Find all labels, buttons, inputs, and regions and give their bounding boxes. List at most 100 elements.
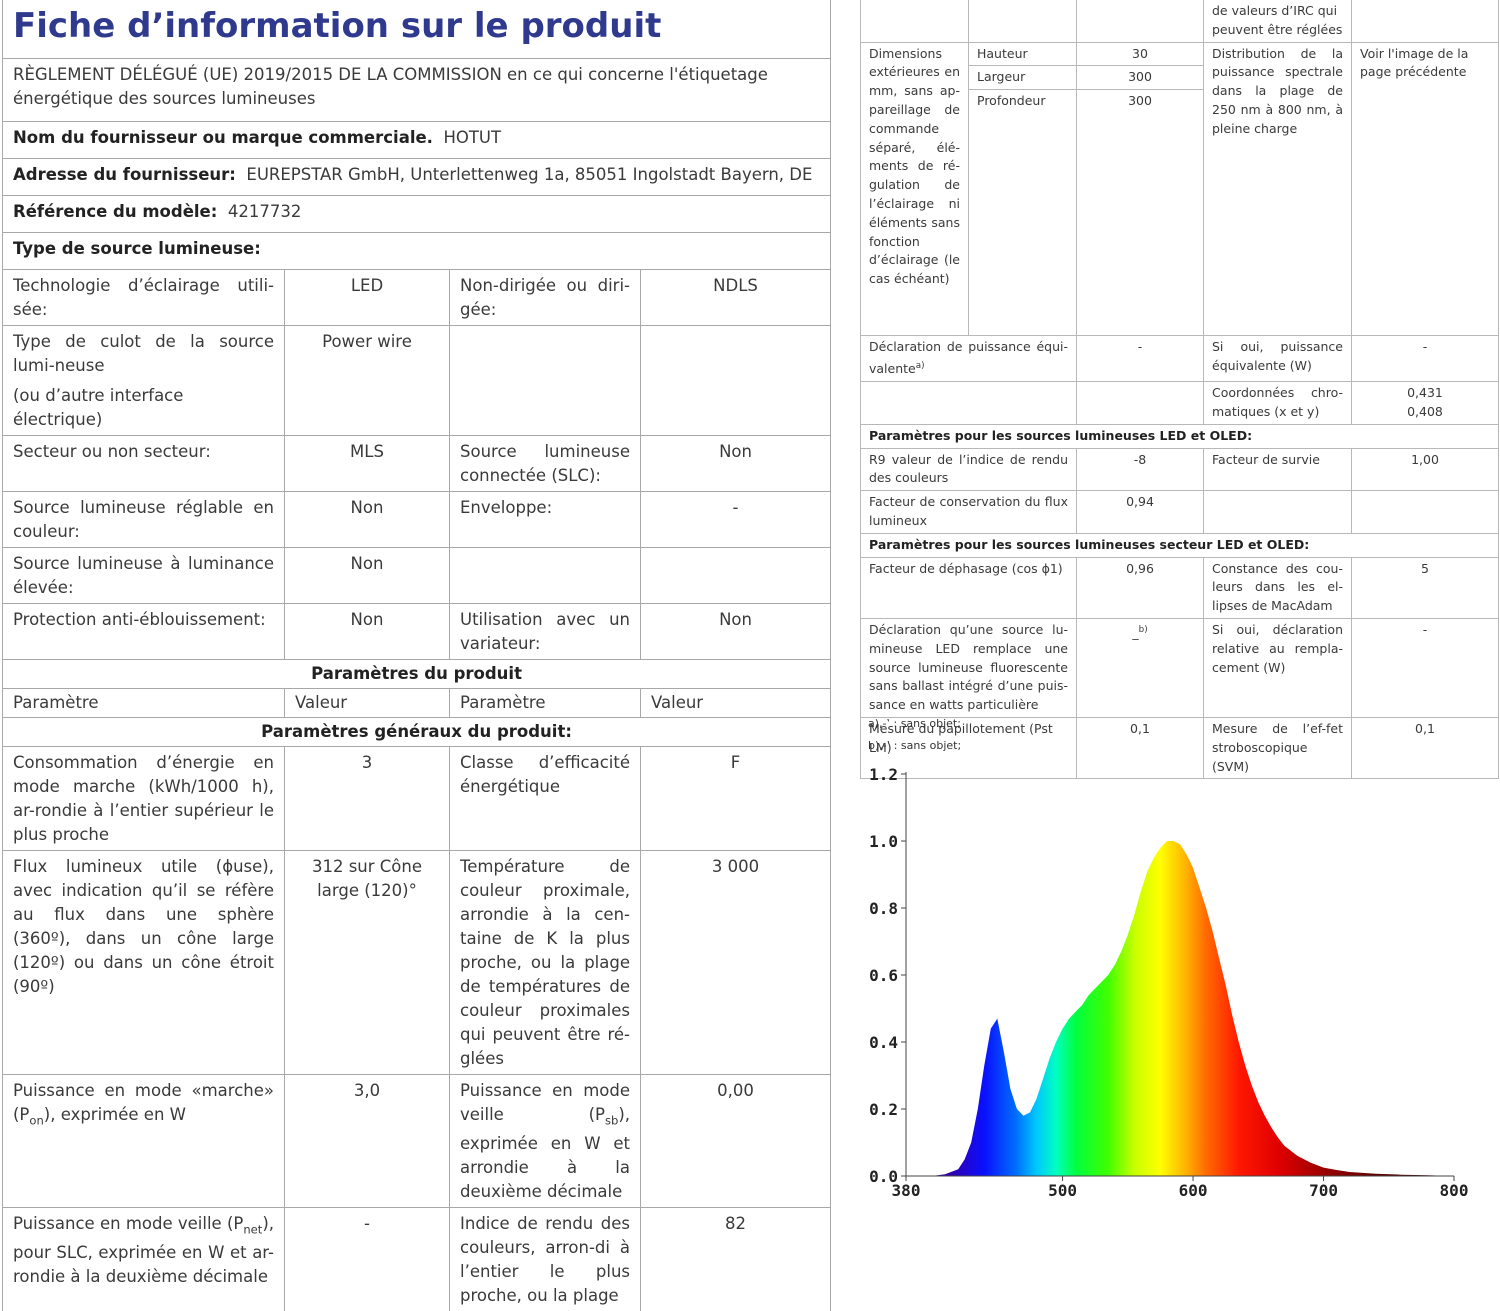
table-row: Déclaration de puissance équi-valentea) … <box>860 335 1499 383</box>
table-row: R9 valeur de l’indice de rendu des coule… <box>860 447 1499 492</box>
on-power-sub: on <box>29 1112 44 1127</box>
on-power-text: Puissance en mode «marche» (P <box>13 1080 274 1124</box>
survival-label: Facteur de survie <box>1203 447 1352 492</box>
mains-label: Secteur ou non secteur: <box>2 434 285 492</box>
replacement-sup: b) <box>1138 625 1148 635</box>
empty-cell <box>1076 112 1204 337</box>
slc-value: Non <box>639 434 832 492</box>
technology-label: Technologie d’éclairage utili-sée: <box>2 268 285 326</box>
luminous-flux-label: Flux lumineux utile (ɸuse), avec indicat… <box>2 849 285 1075</box>
table-row: Technologie d’éclairage utili-sée: LED N… <box>2 268 832 326</box>
anti-glare-label: Protection anti-éblouissement: <box>2 602 285 660</box>
empty-cell <box>860 0 969 43</box>
regulation-text: RÈGLEMENT DÉLÉGUÉ (UE) 2019/2015 DE LA C… <box>1 57 832 122</box>
cap-type-value: Power wire <box>284 324 450 436</box>
high-luminance-value: Non <box>284 546 450 604</box>
stroboscopic-value: 0,1 <box>1351 716 1499 780</box>
table-row: Consommation d’énergie en mode marche (k… <box>2 745 832 851</box>
standby-power-text: Puissance en mode veille (P <box>460 1080 630 1124</box>
supplier-value: HOTUT <box>443 127 502 147</box>
y-tick-label: 0.2 <box>869 1100 898 1119</box>
flux-maintenance-value: 0,94 <box>1076 490 1204 534</box>
y-tick-label: 0.8 <box>869 899 898 918</box>
height-label: Hauteur <box>968 41 1077 67</box>
x-tick-label: 500 <box>1048 1181 1077 1200</box>
energy-consumption-value: 3 <box>284 745 450 851</box>
equivalent-yes-value: - <box>1351 335 1499 383</box>
y-tick-label: 1.0 <box>869 832 898 851</box>
cap-type-sublabel: (ou d’autre interface électrique) <box>13 385 184 429</box>
dimmer-label: Utilisation avec un variateur: <box>449 602 641 660</box>
envelope-label: Enveloppe: <box>449 490 641 548</box>
y-tick-label: 0.6 <box>869 966 898 985</box>
empty-cell <box>1351 0 1499 43</box>
anti-glare-value: Non <box>284 602 450 660</box>
height-value: 30 <box>1076 41 1204 67</box>
macadam-value: 5 <box>1351 556 1499 620</box>
plot-area <box>932 841 1454 1176</box>
supplier-row: Nom du fournisseur ou marque commerciale… <box>1 120 832 159</box>
table-row: Mesure du papillotement (Pst LM) 0,1 Mes… <box>860 716 1499 780</box>
luminous-flux-value: 312 sur Cône large (120)° <box>284 849 450 1075</box>
slc-label: Source lumineuse connectée (SLC): <box>449 434 641 492</box>
table-row: Facteur de conservation du flux lumineux… <box>860 490 1499 534</box>
page-title: Fiche d’information sur le produit <box>13 6 662 46</box>
model-label: Référence du modèle: <box>13 201 218 221</box>
empty-cell <box>968 0 1077 43</box>
net-standby-sub: net <box>243 1222 263 1237</box>
mains-section-header: Paramètres pour les sources lumineuses s… <box>860 532 1499 558</box>
table-row: Profondeur 300 <box>861 89 1499 113</box>
cct-value: 3 000 <box>639 849 832 1075</box>
cri-value: 82 <box>639 1206 832 1311</box>
equivalent-power-sup: a) <box>915 361 925 372</box>
spectrum-area <box>932 841 1454 1176</box>
on-power-label: Puissance en mode «marche» (Pon), exprim… <box>2 1073 285 1208</box>
led-section-header: Paramètres pour les sources lumineuses L… <box>860 423 1499 449</box>
empty-cell <box>860 381 1077 425</box>
replacement-dash: _ <box>1132 625 1139 641</box>
table-row: Type de culot de la source lumi-neuse (ou… <box>2 324 832 436</box>
dimensions-label: Dimensions extérieures en mm, sans ap-pa… <box>860 41 969 337</box>
address-value: EUREPSTAR GmbH, Unterlettenweg 1a, 85051… <box>246 164 813 184</box>
empty-cell <box>639 546 832 604</box>
empty-cell <box>1203 490 1352 534</box>
phase-factor-label: Facteur de déphasage (cos ϕ1) <box>860 556 1077 620</box>
directional-label: Non-dirigée ou diri-gée: <box>449 268 641 326</box>
y-ticks: 0.0 0.2 0.4 0.6 0.8 1.0 1.2 <box>869 765 906 1186</box>
high-luminance-label: Source lumineuse à luminance élevée: <box>2 546 285 604</box>
empty-cell <box>1351 490 1499 534</box>
address-label: Adresse du fournisseur: <box>13 164 236 184</box>
on-power-text-end: ), exprimée en W <box>43 1104 186 1124</box>
supplier-label: Nom du fournisseur ou marque commerciale… <box>13 127 433 147</box>
col-param-header: Paramètre <box>2 687 285 718</box>
table-row: Coordonnées chro-matiques (x et y) 0,431… <box>860 381 1499 425</box>
cap-type-label: Type de culot de la source lumi-neuse <box>13 331 274 375</box>
empty-cell <box>1076 381 1204 425</box>
width-label: Largeur <box>968 65 1077 91</box>
address-row: Adresse du fournisseur: EUREPSTAR GmbH, … <box>1 157 832 196</box>
empty-cell <box>639 324 832 436</box>
phase-factor-value: 0,96 <box>1076 556 1204 620</box>
equivalent-power-label: Déclaration de puissance équi-valentea) <box>860 335 1077 383</box>
source-type-label: Type de source lumineuse: <box>13 238 261 258</box>
product-params-header: Paramètres du produit <box>1 658 832 689</box>
on-power-value: 3,0 <box>284 1073 450 1208</box>
table-row: Protection anti-éblouissement: Non Utili… <box>2 602 832 660</box>
col-value-header: Valeur <box>639 687 832 718</box>
empty-cell <box>449 546 641 604</box>
table-row: Secteur ou non secteur: MLS Source lumin… <box>2 434 832 492</box>
flux-maintenance-label: Facteur de conservation du flux lumineux <box>860 490 1077 534</box>
standby-power-text-end: ), exprimée en W et arrondie à la deuxiè… <box>460 1104 630 1201</box>
standby-power-label: Puissance en mode veille (Psb), exprimée… <box>449 1073 641 1208</box>
source-type-row: Type de source lumineuse: <box>1 231 832 270</box>
y-tick-label: 1.2 <box>869 765 898 784</box>
cri-label: Indice de rendu des couleurs, arron-di à… <box>449 1206 641 1311</box>
x-tick-label: 380 <box>892 1181 921 1200</box>
x-tick-label: 700 <box>1309 1181 1338 1200</box>
directional-value: NDLS <box>639 268 832 326</box>
depth-value: 300 <box>1076 89 1204 113</box>
dimmer-value: Non <box>639 602 832 660</box>
table-row: Dimensions extérieures en mm, sans ap-pa… <box>860 41 1499 337</box>
equivalent-power-value: - <box>1076 335 1204 383</box>
efficiency-class-value: F <box>639 745 832 851</box>
